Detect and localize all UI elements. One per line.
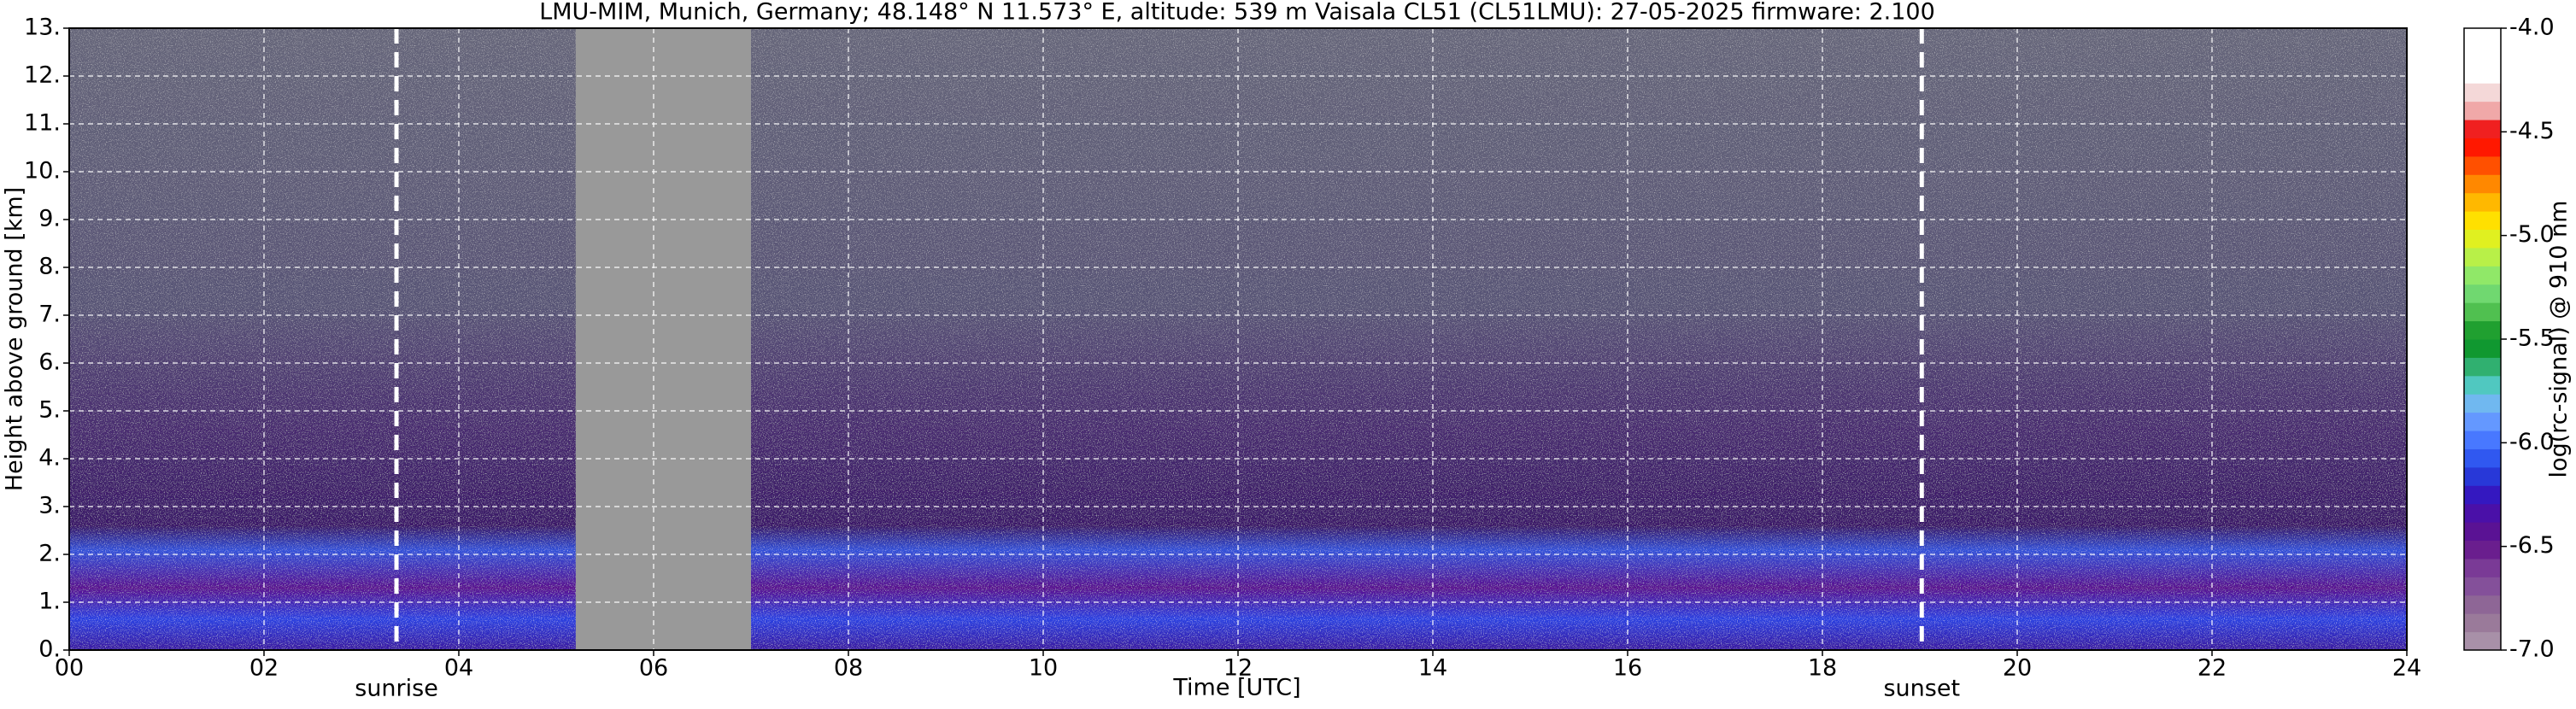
x-tick-label: 08: [834, 655, 863, 682]
x-tick-label: 22: [2198, 655, 2227, 682]
x-tick-label: 04: [444, 655, 473, 682]
x-tick-label: 16: [1613, 655, 1642, 682]
colorbar-segment: [2464, 540, 2501, 560]
colorbar-segment: [2464, 266, 2501, 285]
colorbar-segment: [2464, 83, 2501, 103]
y-tick-label: 11.: [24, 110, 61, 137]
x-tick-label: 06: [639, 655, 668, 682]
colorbar-segment: [2464, 284, 2501, 303]
colorbar-segment: [2464, 192, 2501, 212]
colorbar-segment: [2464, 522, 2501, 542]
colorbar-segment: [2464, 155, 2501, 175]
no-data-region: [575, 28, 751, 650]
colorbar-segment: [2464, 138, 2501, 157]
colorbar-tick-label: -4.0: [2509, 15, 2555, 41]
colorbar-segment: [2464, 302, 2501, 322]
annotation-label: sunrise: [355, 676, 438, 702]
y-tick-label: 2.: [38, 541, 61, 567]
y-tick-label: 12.: [24, 62, 61, 89]
x-tick-label: 10: [1029, 655, 1058, 682]
colorbar-segment: [2464, 431, 2501, 449]
colorbar-tick-label: -6.5: [2509, 532, 2555, 559]
colorbar-label: log(rc-signal) @ 910 nm: [2546, 201, 2573, 478]
colorbar-segment: [2464, 174, 2501, 194]
y-tick-label: 9.: [38, 206, 61, 232]
colorbar-segment: [2464, 357, 2501, 377]
colorbar-segment: [2464, 577, 2501, 596]
colorbar-segment: [2464, 448, 2501, 468]
colorbar-tick-label: -4.5: [2509, 118, 2555, 144]
colorbar-segment: [2464, 375, 2501, 395]
colorbar-segment: [2464, 211, 2501, 231]
y-tick-label: 1.: [38, 589, 61, 615]
colorbar-segment: [2464, 412, 2501, 431]
colorbar-tick-label: -7.0: [2509, 636, 2555, 663]
colorbar-segment: [2464, 503, 2501, 523]
y-tick-label: 0.: [38, 636, 61, 663]
colorbar-segment: [2464, 28, 2501, 47]
colorbar-tick-label: -6.0: [2509, 429, 2555, 455]
colorbar-tick-label: -5.5: [2509, 325, 2555, 352]
colorbar-segment: [2464, 394, 2501, 413]
colorbar-segment: [2464, 466, 2501, 486]
y-tick-label: 10.: [24, 158, 61, 185]
y-tick-label: 6.: [38, 349, 61, 376]
annotation-label: sunset: [1883, 676, 1960, 702]
colorbar-tick-label: -5.0: [2509, 221, 2555, 248]
y-tick-label: 13.: [24, 15, 61, 41]
chart-title: LMU-MIM, Munich, Germany; 48.148° N 11.5…: [539, 0, 1935, 26]
x-tick-label: 12: [1223, 655, 1253, 682]
plot-frame: [68, 27, 2408, 651]
colorbar-segment: [2464, 101, 2501, 120]
colorbar-segment: [2464, 64, 2501, 84]
x-tick-label: 14: [1418, 655, 1447, 682]
x-tick-label: 02: [249, 655, 279, 682]
x-tick-label: 24: [2392, 655, 2421, 682]
y-tick-label: 8.: [38, 254, 61, 280]
x-tick-label: 00: [55, 655, 84, 682]
colorbar-segment: [2464, 613, 2501, 633]
colorbar-segment: [2464, 485, 2501, 505]
colorbar-segment: [2464, 339, 2501, 358]
colorbar-segment: [2464, 558, 2501, 577]
y-tick-label: 7.: [38, 302, 61, 328]
y-tick-label: 4.: [38, 445, 61, 472]
x-axis-label: Time [UTC]: [1172, 675, 1300, 701]
colorbar-segment: [2464, 229, 2501, 249]
x-tick-label: 18: [1808, 655, 1837, 682]
colorbar-segment: [2464, 247, 2501, 267]
x-tick-label: 20: [2003, 655, 2032, 682]
colorbar-segment: [2464, 120, 2501, 138]
y-tick-label: 5.: [38, 397, 61, 424]
colorbar-segment: [2464, 320, 2501, 340]
colorbar-segment: [2464, 46, 2501, 66]
y-tick-label: 3.: [38, 493, 61, 519]
colorbar-segment: [2464, 595, 2501, 614]
y-axis-label: Height above ground [km]: [2, 187, 28, 491]
colorbar-segment: [2464, 631, 2501, 651]
